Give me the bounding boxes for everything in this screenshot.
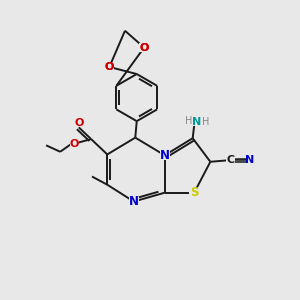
FancyBboxPatch shape [226, 157, 235, 164]
Text: O: O [70, 139, 79, 148]
Text: O: O [74, 118, 83, 128]
Text: O: O [105, 62, 114, 72]
FancyBboxPatch shape [74, 119, 83, 126]
Text: C: C [226, 155, 234, 165]
FancyBboxPatch shape [189, 188, 199, 197]
Text: H: H [185, 116, 193, 126]
FancyBboxPatch shape [105, 63, 114, 71]
Text: H: H [202, 117, 209, 127]
FancyBboxPatch shape [188, 118, 203, 126]
FancyBboxPatch shape [160, 151, 170, 160]
Text: N: N [129, 195, 139, 208]
Text: N: N [193, 117, 202, 127]
FancyBboxPatch shape [129, 197, 139, 206]
Text: O: O [140, 43, 149, 52]
FancyBboxPatch shape [70, 140, 79, 147]
FancyBboxPatch shape [140, 44, 149, 52]
Text: N: N [245, 155, 255, 165]
Text: O: O [105, 62, 114, 72]
Text: N: N [160, 149, 170, 162]
Text: O: O [140, 43, 149, 52]
FancyBboxPatch shape [246, 157, 254, 164]
FancyBboxPatch shape [105, 63, 114, 71]
Text: S: S [190, 186, 198, 199]
FancyBboxPatch shape [140, 44, 149, 52]
